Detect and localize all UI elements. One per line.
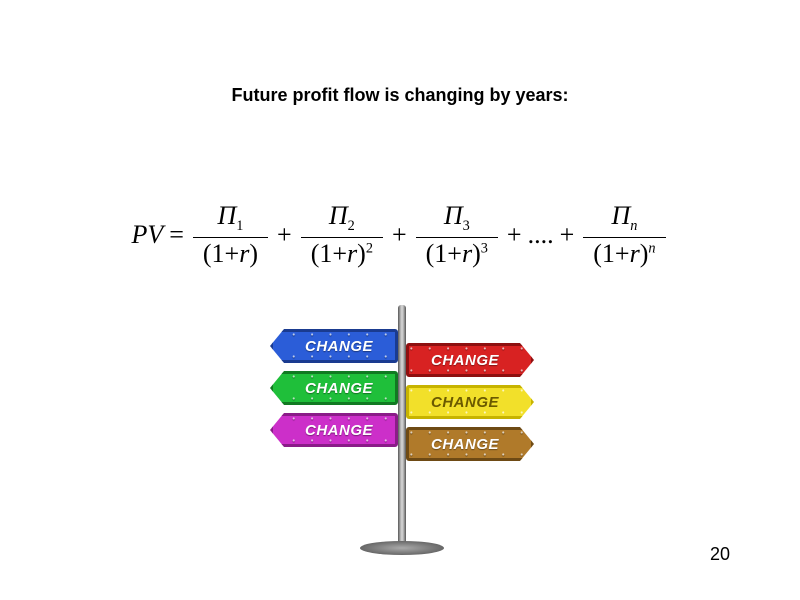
signpost-pole — [398, 305, 406, 553]
term-n: Пn (1+r)n — [583, 200, 665, 271]
change-sign-2: CHANGE — [406, 343, 534, 377]
plus-3: + — [507, 220, 522, 250]
formula-lhs: PV — [131, 220, 163, 250]
slide-title: Future profit flow is changing by years: — [0, 85, 800, 106]
plus-4: + — [560, 220, 575, 250]
change-sign-5: CHANGE — [270, 413, 398, 447]
change-sign-4: CHANGE — [406, 385, 534, 419]
change-sign-1: CHANGE — [270, 329, 398, 363]
signpost-base — [360, 541, 444, 555]
pv-formula: PV = П1 (1+r) + П2 (1+r)2 + П3 (1+r)3 + … — [0, 200, 800, 271]
plus-1: + — [277, 220, 292, 250]
term-2: П2 (1+r)2 — [301, 200, 383, 271]
change-sign-6: CHANGE — [406, 427, 534, 461]
term-1: П1 (1+r) — [193, 200, 268, 271]
plus-2: + — [392, 220, 407, 250]
formula-inner: PV = П1 (1+r) + П2 (1+r)2 + П3 (1+r)3 + … — [131, 200, 668, 271]
change-sign-3: CHANGE — [270, 371, 398, 405]
term-3: П3 (1+r)3 — [416, 200, 498, 271]
page-number: 20 — [710, 544, 730, 565]
equals-sign: = — [169, 220, 184, 250]
dots: .... — [528, 220, 554, 250]
signpost-graphic: CHANGECHANGECHANGECHANGECHANGECHANGE — [250, 305, 550, 555]
